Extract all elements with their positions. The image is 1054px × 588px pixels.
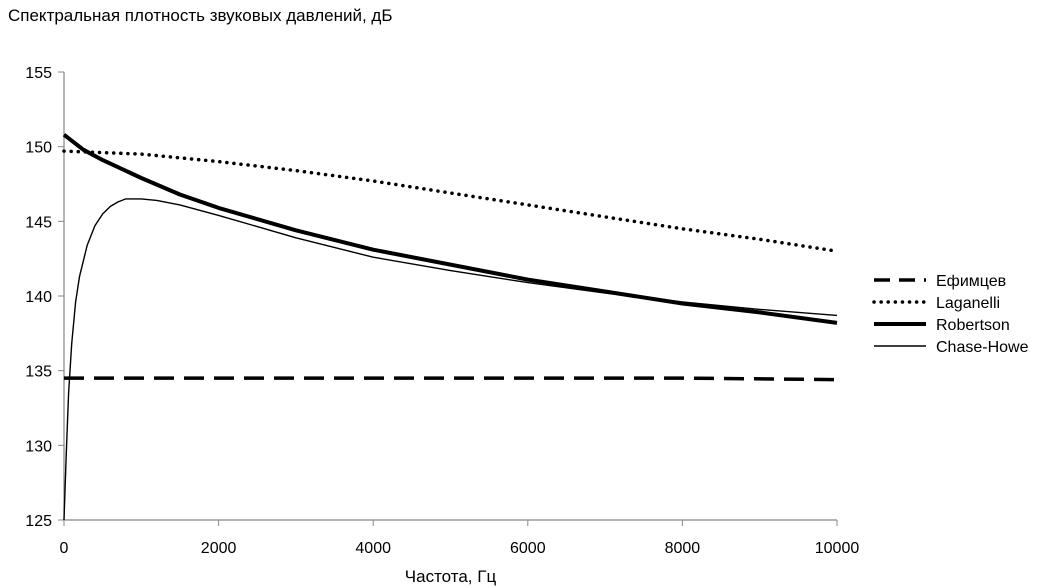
x-axis-title: Частота, Гц: [405, 567, 497, 586]
chart-title: Спектральная плотность звуковых давлений…: [8, 6, 393, 25]
x-tick-label: 4000: [355, 540, 391, 557]
axes: [58, 71, 838, 526]
legend: Ефимцев Laganelli Robertson Chase-Howe: [872, 273, 1029, 356]
series-line-ефимцев: [64, 376, 838, 382]
legend-label: Chase-Howe: [936, 339, 1029, 356]
x-tick-label: 8000: [665, 540, 701, 557]
y-tick-label: 155: [25, 65, 52, 82]
x-tick-label: 6000: [510, 540, 546, 557]
y-tick-label: 150: [25, 140, 52, 157]
y-tick-label: 145: [25, 214, 52, 231]
tick-labels: 125 130 135 140 145 150 155 0 2000 4000 6000 8000 10…: [25, 65, 859, 557]
x-tick-label: 10000: [815, 540, 860, 557]
series-line-chase-howe: [63, 198, 838, 521]
y-tick-label: 130: [25, 438, 52, 455]
legend-label: Robertson: [936, 317, 1010, 334]
y-tick-label: 125: [25, 513, 52, 530]
series-line-laganelli: [62, 149, 839, 253]
series-line-robertson: [62, 133, 838, 325]
y-tick-label: 135: [25, 364, 52, 381]
plot-lines: [62, 133, 839, 521]
y-tick-label: 140: [25, 289, 52, 306]
x-tick-label: 0: [60, 540, 69, 557]
x-tick-label: 2000: [201, 540, 237, 557]
legend-label: Ефимцев: [936, 273, 1006, 290]
legend-label: Laganelli: [936, 295, 1000, 312]
